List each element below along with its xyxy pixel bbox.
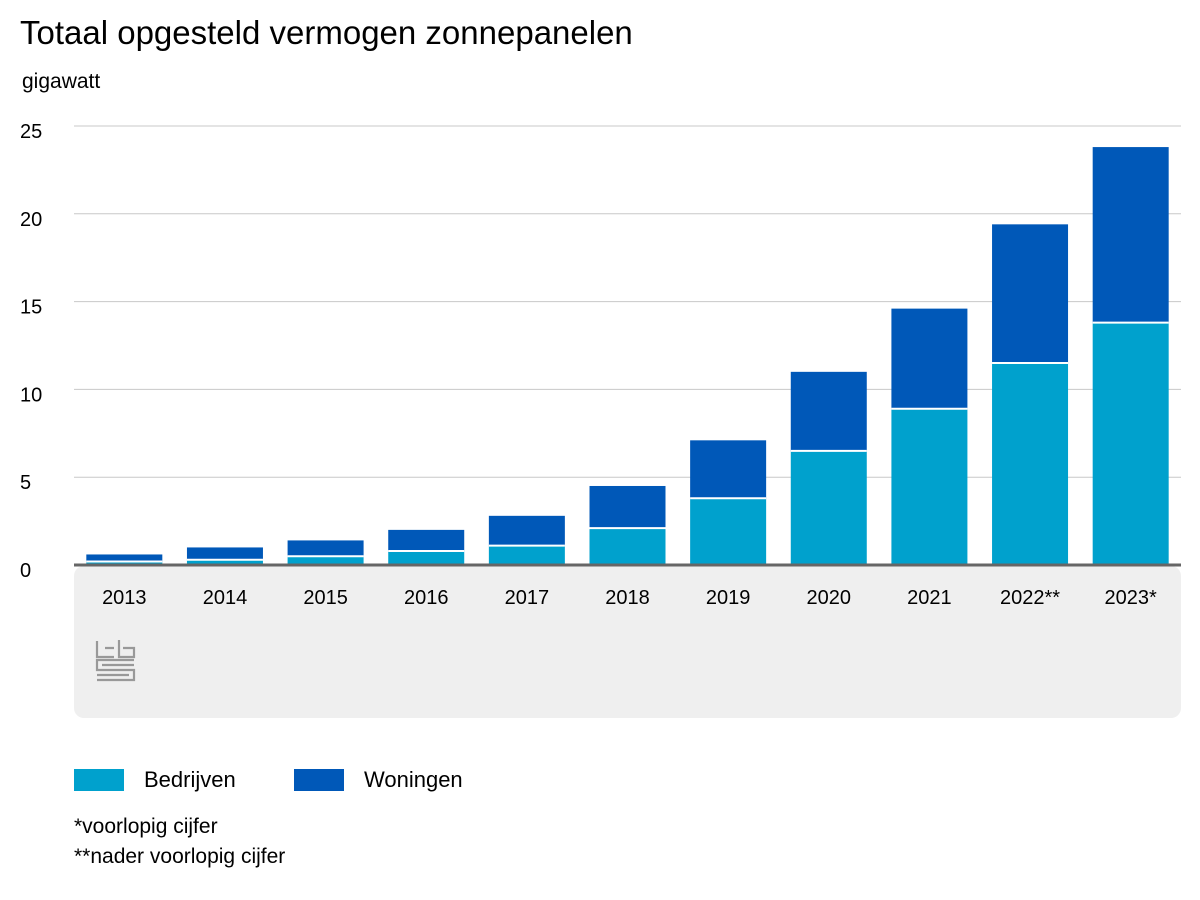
y-tick-label: 25 — [20, 121, 42, 143]
y-tick-label: 10 — [20, 384, 42, 406]
x-tick-label: 2018 — [605, 587, 650, 609]
y-tick-labels: 0 5 10 15 20 25 — [20, 121, 42, 582]
x-tick-label: 2015 — [303, 587, 348, 609]
bar-woningen-2020 — [790, 371, 867, 451]
legend-label-bedrijven: Bedrijven — [144, 767, 236, 792]
x-tick-label: 2021 — [907, 587, 952, 609]
y-tick-label: 15 — [20, 297, 42, 319]
x-tick-label: 2022** — [1000, 587, 1060, 609]
bar-bedrijven-2022 — [992, 363, 1069, 565]
x-tick-label: 2013 — [102, 587, 147, 609]
x-tick-label: 2019 — [706, 587, 751, 609]
bar-bedrijven-2021 — [891, 408, 968, 565]
bar-woningen-2023 — [1092, 147, 1169, 323]
bar-bedrijven-2013 — [86, 561, 163, 565]
bar-bedrijven-2014 — [186, 559, 263, 565]
bar-woningen-2022 — [992, 224, 1069, 364]
bar-bedrijven-2018 — [589, 528, 666, 565]
x-tick-labels: 2013 2014 2015 2016 2017 2018 2019 2020 2021 2022… — [102, 587, 1157, 609]
bar-woningen-2019 — [690, 440, 767, 499]
bar-woningen-2015 — [287, 540, 364, 557]
bar-bedrijven-2019 — [690, 498, 767, 565]
bar-bedrijven-2020 — [790, 450, 867, 565]
x-axis-panel — [74, 566, 1181, 718]
legend-label-woningen: Woningen — [364, 767, 463, 792]
footnote-nader-voorlopig: **nader voorlopig cijfer — [74, 845, 286, 868]
legend-item-woningen: Woningen — [294, 767, 463, 793]
bar-woningen-2014 — [186, 547, 263, 560]
y-tick-label: 0 — [20, 560, 31, 582]
x-tick-label: 2016 — [404, 587, 449, 609]
legend-item-bedrijven: Bedrijven — [74, 767, 236, 793]
bar-bedrijven-2017 — [488, 545, 565, 565]
bar-bedrijven-2016 — [388, 550, 465, 565]
bar-woningen-2021 — [891, 308, 968, 409]
footnote-voorlopig: *voorlopig cijfer — [74, 815, 218, 838]
y-axis-unit-label: gigawatt — [22, 70, 101, 93]
bar-bedrijven-2023 — [1092, 322, 1169, 565]
x-tick-label: 2023* — [1105, 587, 1157, 609]
bars — [86, 147, 1169, 565]
legend-swatch-bedrijven — [74, 769, 124, 791]
bar-woningen-2016 — [388, 529, 465, 551]
legend-swatch-woningen — [294, 769, 344, 791]
bar-bedrijven-2015 — [287, 556, 364, 565]
y-tick-label: 20 — [20, 209, 42, 231]
bar-woningen-2018 — [589, 485, 666, 529]
y-tick-label: 5 — [20, 472, 31, 494]
x-tick-label: 2017 — [505, 587, 550, 609]
bar-woningen-2013 — [86, 554, 163, 562]
bar-woningen-2017 — [488, 515, 565, 546]
chart-title: Totaal opgesteld vermogen zonnepanelen — [20, 14, 633, 51]
x-tick-label: 2014 — [203, 587, 248, 609]
cbs-logo-icon — [95, 640, 136, 682]
x-tick-label: 2020 — [807, 587, 852, 609]
